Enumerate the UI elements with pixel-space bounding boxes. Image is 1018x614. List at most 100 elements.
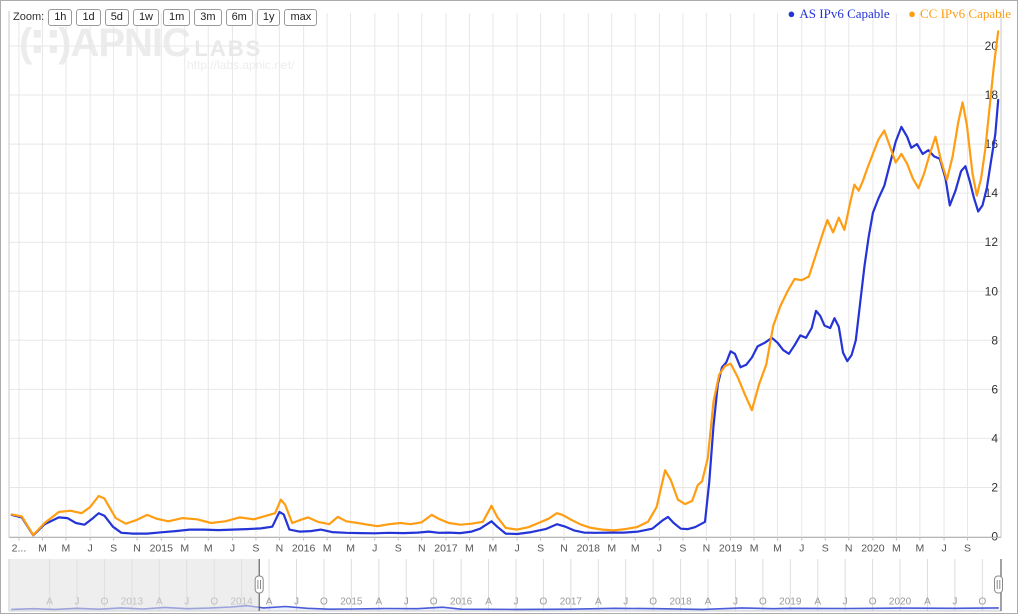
navigator-left-handle[interactable]: [254, 575, 264, 594]
navigator-axis-label: 2015: [340, 597, 363, 608]
x-axis-label: M: [750, 543, 759, 555]
navigator-axis-label: J: [952, 597, 957, 608]
x-axis-label: J: [514, 543, 519, 555]
legend-label: CC IPv6 Capable: [920, 6, 1011, 21]
navigator-axis-label: O: [978, 597, 986, 608]
x-axis-label: 2020: [861, 543, 885, 555]
x-axis-label: S: [537, 543, 544, 555]
zoom-button-1d[interactable]: 1d: [76, 9, 101, 26]
legend-label: AS IPv6 Capable: [799, 6, 890, 21]
x-axis-label: J: [87, 543, 92, 555]
x-axis-label: J: [657, 543, 662, 555]
x-axis-label: M: [62, 543, 71, 555]
x-axis-label: M: [489, 543, 498, 555]
x-axis-label: M: [346, 543, 355, 555]
watermark: (∷)APNIC LABS http://labs.apnic.net/: [19, 23, 294, 71]
y-axis-label: 12: [985, 235, 999, 249]
zoom-button-1h[interactable]: 1h: [48, 9, 73, 26]
apnic-labs-url: http://labs.apnic.net/: [187, 58, 295, 72]
zoom-button-3m[interactable]: 3m: [194, 9, 222, 26]
navigator-mask[interactable]: [9, 559, 260, 611]
x-axis-label: 2015: [150, 543, 174, 555]
series-marker-icon: ●: [908, 6, 916, 21]
y-axis-label: 2: [991, 480, 998, 494]
navigator-axis-label: J: [843, 597, 848, 608]
x-axis-label: N: [418, 543, 426, 555]
x-axis-label: S: [252, 543, 259, 555]
x-axis-label: 2017: [434, 543, 458, 555]
x-axis-label: M: [773, 543, 782, 555]
navigator-axis-label: O: [759, 597, 767, 608]
x-axis-label: N: [703, 543, 711, 555]
x-axis-label: N: [276, 543, 284, 555]
series-marker-icon: ●: [787, 6, 796, 21]
x-axis-label: M: [631, 543, 640, 555]
navigator-axis-label: 2019: [779, 597, 802, 608]
zoom-button-6m[interactable]: 6m: [225, 9, 253, 26]
navigator-axis-label: A: [814, 597, 821, 608]
x-axis-label: 2016: [292, 543, 316, 555]
y-axis-label: 10: [985, 284, 999, 298]
x-axis-label: N: [845, 543, 853, 555]
navigator-axis-label: J: [513, 597, 518, 608]
legend: ● AS IPv6 Capable ● CC IPv6 Capable: [774, 5, 1011, 23]
x-axis-label: J: [372, 543, 377, 555]
series-line-as-ipv6: [10, 98, 1000, 537]
navigator-axis-label: J: [404, 597, 409, 608]
navigator-axis-label: 2016: [450, 597, 473, 608]
x-axis-label: M: [607, 543, 616, 555]
navigator-axis-label: O: [320, 597, 328, 608]
x-axis-label: S: [679, 543, 686, 555]
navigator-axis-label: J: [623, 597, 628, 608]
x-axis-label: M: [38, 543, 47, 555]
x-axis-label: S: [822, 543, 829, 555]
navigator-axis-label: A: [266, 597, 273, 608]
navigator-axis-label: J: [733, 597, 738, 608]
y-axis-label: 4: [991, 431, 998, 445]
x-axis-label: S: [395, 543, 402, 555]
x-axis-label: 2018: [577, 543, 601, 555]
x-axis-label: S: [964, 543, 971, 555]
navigator-axis-label: A: [924, 597, 931, 608]
navigator-axis-label: A: [595, 597, 602, 608]
series-line-cc-ipv6: [10, 30, 1000, 537]
x-axis-label: J: [230, 543, 235, 555]
x-axis-label: M: [892, 543, 901, 555]
apnic-logo: (∷)APNIC: [19, 21, 191, 65]
navigator-axis-label: O: [649, 597, 657, 608]
navigator-axis-label: O: [540, 597, 548, 608]
navigator-axis-label: A: [705, 597, 712, 608]
zoom-button-1m[interactable]: 1m: [163, 9, 191, 26]
navigator-axis-label: A: [375, 597, 382, 608]
y-axis-label: 14: [985, 186, 999, 200]
navigator-axis-label: O: [430, 597, 438, 608]
legend-item-as-ipv6[interactable]: ● AS IPv6 Capable: [788, 6, 890, 22]
zoom-button-1y[interactable]: 1y: [256, 9, 281, 26]
y-axis-label: 0: [991, 530, 998, 544]
navigator-axis-label: 2020: [889, 597, 912, 608]
x-axis-label: 2019: [719, 543, 743, 555]
navigator-axis-label: A: [485, 597, 492, 608]
x-axis-label: J: [799, 543, 804, 555]
zoom-button-5d[interactable]: 5d: [104, 9, 129, 26]
legend-item-cc-ipv6[interactable]: ● CC IPv6 Capable: [908, 6, 1011, 22]
y-axis-label: 6: [991, 382, 998, 396]
x-axis-label: N: [133, 543, 141, 555]
x-axis-label: N: [560, 543, 568, 555]
x-axis-label: 2...: [12, 543, 27, 555]
apnic-labs-label: LABS: [194, 36, 263, 61]
x-axis-label: M: [916, 543, 925, 555]
x-axis-label: S: [110, 543, 117, 555]
navigator-axis-label: 2018: [669, 597, 692, 608]
navigator-axis-label: 2017: [560, 597, 583, 608]
x-axis-label: M: [465, 543, 474, 555]
zoom-button-max[interactable]: max: [284, 9, 318, 26]
x-axis-label: M: [180, 543, 189, 555]
zoom-button-1w[interactable]: 1w: [132, 9, 159, 26]
x-axis-label: J: [941, 543, 946, 555]
x-axis-label: M: [323, 543, 332, 555]
zoom-bar: Zoom: 1h 1d 5d 1w 1m 3m 6m 1y max: [13, 9, 318, 26]
navigator-right-handle[interactable]: [994, 575, 1003, 594]
